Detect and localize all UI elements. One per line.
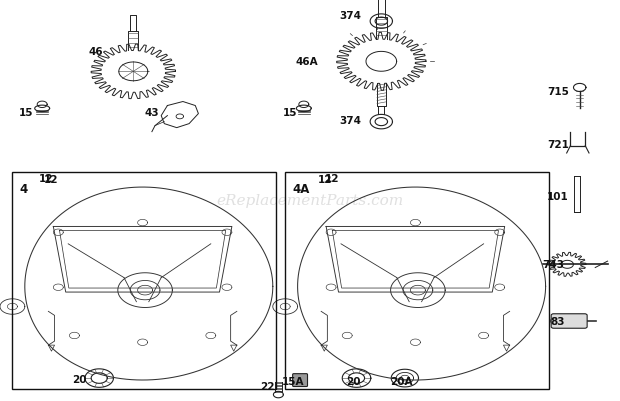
- Text: 721: 721: [547, 140, 569, 149]
- FancyBboxPatch shape: [293, 374, 308, 387]
- FancyBboxPatch shape: [551, 314, 587, 328]
- Bar: [12, 172, 276, 389]
- Text: 4: 4: [19, 182, 27, 195]
- Text: 46A: 46A: [296, 57, 318, 67]
- Text: 20: 20: [72, 374, 87, 384]
- Text: 83: 83: [551, 316, 565, 326]
- Text: 374: 374: [339, 115, 361, 125]
- Text: 15A: 15A: [282, 376, 304, 386]
- Text: 12: 12: [324, 174, 339, 183]
- Text: 12: 12: [39, 174, 54, 183]
- Text: 43: 43: [144, 108, 159, 118]
- Text: 12: 12: [318, 174, 333, 184]
- Text: 22: 22: [260, 381, 275, 391]
- Text: 20A: 20A: [391, 376, 413, 386]
- Text: 4A: 4A: [292, 182, 309, 195]
- Bar: [285, 172, 549, 389]
- Text: 15: 15: [19, 108, 33, 118]
- Text: 20: 20: [346, 376, 361, 386]
- Text: 374: 374: [339, 11, 361, 21]
- Text: 12: 12: [44, 174, 59, 184]
- Text: 101: 101: [547, 192, 569, 201]
- Text: eReplacementParts.com: eReplacementParts.com: [216, 194, 404, 207]
- Text: 715: 715: [547, 87, 569, 97]
- Text: 15: 15: [283, 108, 298, 118]
- Text: 46: 46: [89, 47, 104, 57]
- Text: 743: 743: [542, 260, 565, 269]
